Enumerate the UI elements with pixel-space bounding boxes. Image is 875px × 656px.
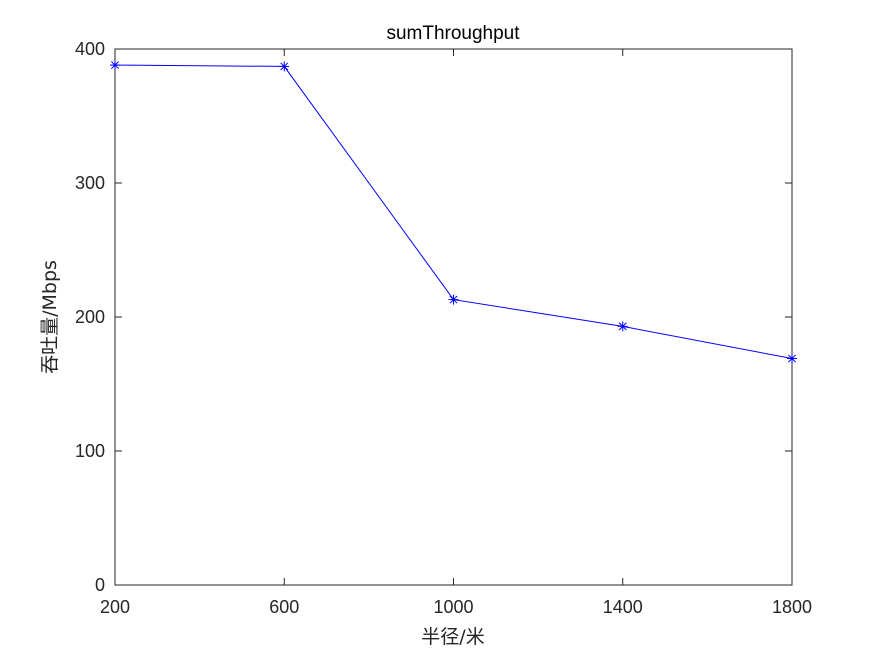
asterisk-marker-stroke bbox=[449, 295, 458, 304]
x-tick-label: 1000 bbox=[433, 597, 473, 617]
asterisk-marker-stroke bbox=[280, 62, 289, 71]
x-axis-label: 半径/米 bbox=[421, 626, 484, 648]
plot-area bbox=[114, 48, 793, 586]
y-axis-label: 吞吐量/Mbps bbox=[39, 260, 61, 374]
data-point bbox=[110, 60, 120, 71]
data-point bbox=[448, 294, 459, 305]
y-tick-label: 300 bbox=[75, 173, 105, 193]
asterisk-marker-stroke bbox=[618, 322, 627, 331]
chart-title: sumThroughput bbox=[386, 23, 520, 44]
asterisk-marker-stroke bbox=[788, 354, 796, 363]
x-tick-label: 1800 bbox=[772, 597, 812, 617]
data-point bbox=[617, 321, 628, 332]
x-tick-label: 200 bbox=[100, 597, 130, 617]
y-tick-label: 400 bbox=[75, 39, 105, 59]
series-layer bbox=[110, 60, 797, 364]
x-tick-label: 1400 bbox=[603, 597, 643, 617]
ticks-layer: 200 600 1000 1400 1800 0 100 200 300 400 bbox=[75, 39, 812, 617]
asterisk-marker-stroke bbox=[111, 61, 119, 70]
y-tick-label: 200 bbox=[75, 307, 105, 327]
data-point bbox=[279, 61, 290, 72]
data-point bbox=[787, 353, 797, 364]
y-tick-label: 100 bbox=[75, 441, 105, 461]
x-tick-label: 600 bbox=[269, 597, 299, 617]
y-tick-label: 0 bbox=[95, 575, 105, 595]
